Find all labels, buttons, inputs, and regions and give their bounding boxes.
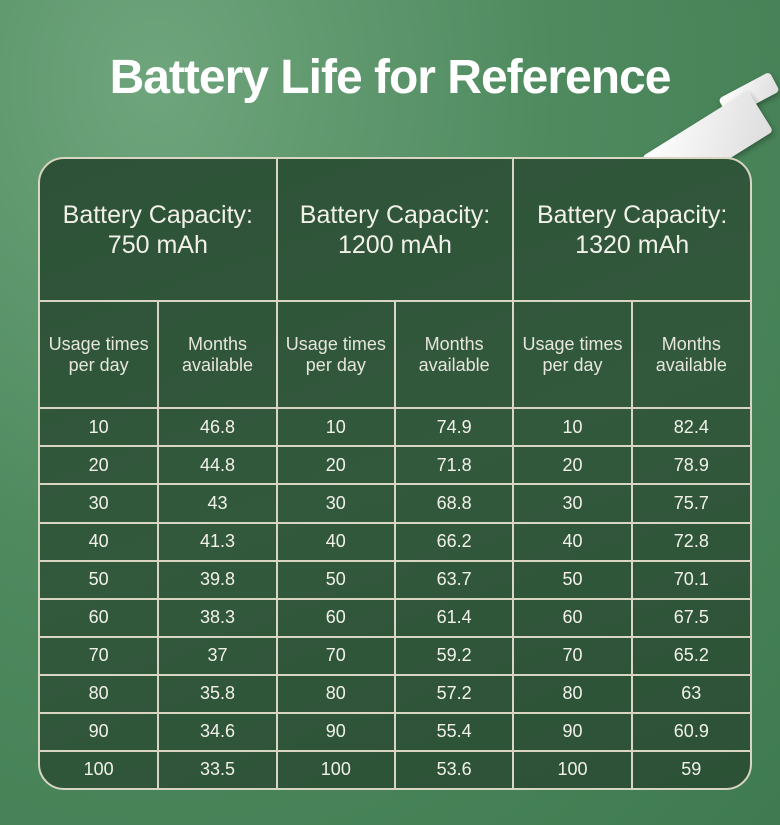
usage-cell: 60	[512, 597, 633, 638]
months-cell: 66.2	[393, 521, 515, 562]
months-cell: 74.9	[393, 407, 515, 448]
capacity-label: Battery Capacity:	[536, 200, 728, 229]
usage-cell: 10	[275, 407, 396, 448]
usage-cell: 80	[40, 673, 160, 714]
months-cell: 59.2	[393, 635, 515, 676]
usage-cell: 80	[512, 673, 633, 714]
usage-cell: 10	[512, 407, 633, 448]
usage-cell: 70	[40, 635, 160, 676]
months-cell: 82.4	[630, 407, 750, 448]
usage-cell: 100	[512, 749, 633, 788]
months-cell: 72.8	[630, 521, 750, 562]
months-cell: 63.7	[393, 559, 515, 600]
table-row: 90 34.6 90 55.4 90 60.9	[40, 711, 750, 752]
table-row: 70 37 70 59.2 70 65.2	[40, 635, 750, 676]
months-cell: 60.9	[630, 711, 750, 752]
months-cell: 75.7	[630, 483, 750, 524]
usage-cell: 100	[275, 749, 396, 788]
capacity-header: Battery Capacity: 750 mAh	[40, 159, 278, 303]
months-cell: 55.4	[393, 711, 515, 752]
months-cell: 71.8	[393, 445, 515, 486]
months-cell: 67.5	[630, 597, 750, 638]
months-cell: 53.6	[393, 749, 515, 788]
usage-cell: 10	[40, 407, 160, 448]
capacity-label: Battery Capacity:	[62, 200, 253, 229]
capacity-header: Battery Capacity: 1320 mAh	[512, 159, 750, 303]
usage-cell: 20	[512, 445, 633, 486]
months-header: Months available	[157, 300, 278, 410]
months-cell: 70.1	[630, 559, 750, 600]
months-header: Months available	[393, 300, 515, 410]
months-cell: 43	[157, 483, 278, 524]
usage-cell: 70	[275, 635, 396, 676]
capacity-header: Battery Capacity: 1200 mAh	[275, 159, 515, 303]
usage-cell: 70	[512, 635, 633, 676]
table: Battery Capacity: 750 mAh Battery Capacity…	[40, 159, 750, 788]
months-cell: 65.2	[630, 635, 750, 676]
months-cell: 35.8	[157, 673, 278, 714]
months-cell: 78.9	[630, 445, 750, 486]
usage-cell: 50	[275, 559, 396, 600]
usage-cell: 100	[40, 749, 160, 788]
usage-cell: 20	[275, 445, 396, 486]
page-title: Battery Life for Reference	[109, 51, 672, 104]
table-row: 40 41.3 40 66.2 40 72.8	[40, 521, 750, 562]
months-cell: 61.4	[393, 597, 515, 638]
months-cell: 39.8	[157, 559, 278, 600]
usage-header: Usage times per day	[40, 300, 160, 410]
months-cell: 38.3	[157, 597, 278, 638]
usage-cell: 30	[40, 483, 160, 524]
months-cell: 34.6	[157, 711, 278, 752]
months-cell: 63	[630, 673, 750, 714]
column-header-row: Usage times per day Months available Usage…	[40, 300, 750, 410]
usage-cell: 50	[512, 559, 633, 600]
usage-cell: 30	[512, 483, 633, 524]
months-cell: 33.5	[157, 749, 278, 788]
usage-cell: 90	[40, 711, 160, 752]
months-cell: 68.8	[393, 483, 515, 524]
capacity-value: 1320 mAh	[575, 230, 690, 259]
usage-cell: 60	[40, 597, 160, 638]
capacity-label: Battery Capacity:	[299, 200, 491, 229]
months-header: Months available	[630, 300, 750, 410]
usage-cell: 90	[512, 711, 633, 752]
usage-cell: 50	[40, 559, 160, 600]
usage-cell: 30	[275, 483, 396, 524]
months-cell: 37	[157, 635, 278, 676]
table-row: 100 33.5 100 53.6 100 59	[40, 749, 750, 788]
usage-cell: 40	[40, 521, 160, 562]
usage-header: Usage times per day	[275, 300, 396, 410]
table-row: 60 38.3 60 61.4 60 67.5	[40, 597, 750, 638]
usage-cell: 20	[40, 445, 160, 486]
table-row: 10 46.8 10 74.9 10 82.4	[40, 407, 750, 448]
table-row: 20 44.8 20 71.8 20 78.9	[40, 445, 750, 486]
capacity-value: 750 mAh	[107, 230, 208, 259]
usage-cell: 60	[275, 597, 396, 638]
table-row: 30 43 30 68.8 30 75.7	[40, 483, 750, 524]
usage-cell: 40	[512, 521, 633, 562]
table-row: 80 35.8 80 57.2 80 63	[40, 673, 750, 714]
months-cell: 57.2	[393, 673, 515, 714]
battery-life-table: Battery Capacity: 750 mAh Battery Capacity…	[38, 157, 752, 790]
months-cell: 44.8	[157, 445, 278, 486]
months-cell: 59	[630, 749, 750, 788]
months-cell: 46.8	[157, 407, 278, 448]
capacity-value: 1200 mAh	[338, 230, 452, 259]
usage-cell: 80	[275, 673, 396, 714]
months-cell: 41.3	[157, 521, 278, 562]
capacity-header-row: Battery Capacity: 750 mAh Battery Capacity…	[40, 159, 750, 303]
table-row: 50 39.8 50 63.7 50 70.1	[40, 559, 750, 600]
usage-cell: 90	[275, 711, 396, 752]
usage-cell: 40	[275, 521, 396, 562]
usage-header: Usage times per day	[512, 300, 633, 410]
